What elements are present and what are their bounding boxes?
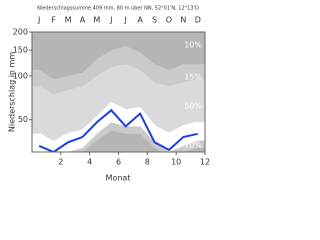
x-tick-label: 10 <box>171 158 181 167</box>
percentile-label: 10% <box>184 141 202 150</box>
x-label: Monat <box>106 174 131 183</box>
month-label: D <box>195 16 201 25</box>
month-label: J <box>124 16 127 25</box>
percentile-label: 50% <box>184 102 202 111</box>
precip-line <box>38 108 199 152</box>
y-tick-label: 50 <box>18 115 28 124</box>
x-tick-label: 6 <box>116 158 121 167</box>
y-tick-label: 150 <box>13 46 28 55</box>
month-label: J <box>109 16 112 25</box>
x-tick-label: 4 <box>87 158 92 167</box>
month-label: A <box>80 16 86 25</box>
y-label: Niederschlag in mm <box>8 52 17 132</box>
band-area <box>82 130 205 152</box>
month-label: F <box>51 16 56 25</box>
plot <box>32 46 205 152</box>
y-tick-label: 200 <box>13 28 28 37</box>
month-label: O <box>166 16 172 25</box>
x-tick-label: 12 <box>200 158 210 167</box>
month-label: J <box>37 16 40 25</box>
month-label: M <box>65 16 72 25</box>
month-label: S <box>152 16 157 25</box>
x-tick-label: 2 <box>58 158 63 167</box>
percentile-label: 15% <box>184 73 202 82</box>
x-tick-label: 8 <box>145 158 150 167</box>
month-label: A <box>137 16 143 25</box>
median-line <box>38 101 199 144</box>
chart-title: Niederschlagssumme 409 mm, 80 m über NN,… <box>37 6 199 12</box>
percentile-label: 15% <box>184 127 202 136</box>
month-label: M <box>93 16 100 25</box>
chart: Niederschlagssumme 409 mm, 80 m über NN,… <box>8 6 211 183</box>
y-tick-label: 100 <box>13 71 28 80</box>
percentile-label: 10% <box>184 41 202 50</box>
month-label: N <box>180 16 186 25</box>
